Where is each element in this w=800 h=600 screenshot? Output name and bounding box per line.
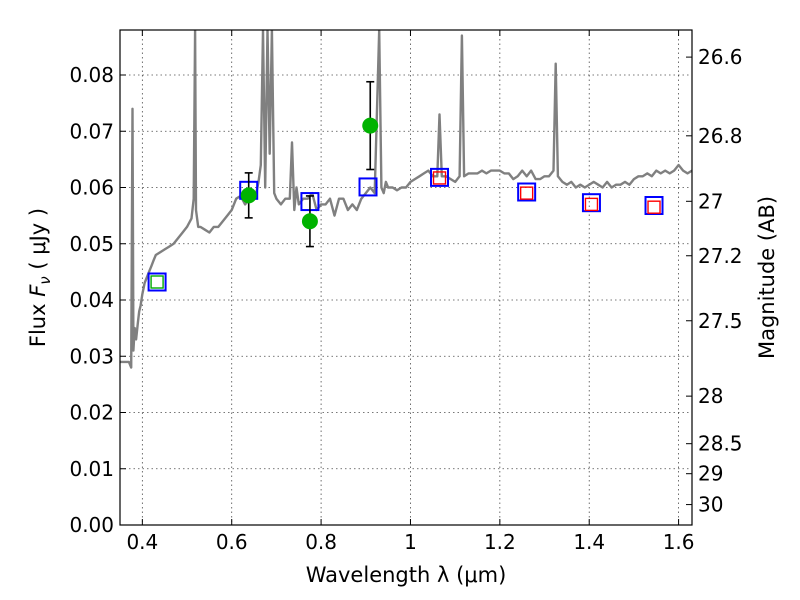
plot-frame	[119, 29, 693, 526]
y-tick-label: 0.04	[69, 288, 114, 312]
x-axis-label: Wavelength λ (μm)	[306, 563, 507, 587]
x-tick-label: 0.4	[126, 530, 158, 554]
x-tick-label: 1.4	[573, 530, 605, 554]
y-tick-label: 0.07	[69, 119, 114, 143]
y-tick-label: 0.00	[69, 513, 114, 537]
photometry-square-marker	[147, 272, 167, 292]
photometry-square-marker	[584, 197, 599, 212]
x-tick-label: 1.6	[663, 530, 695, 554]
y-tick-label: 0.06	[69, 176, 114, 200]
observed-point	[301, 213, 318, 230]
y-tick-label: 0.01	[69, 457, 114, 481]
right-tick-label: 28	[698, 384, 723, 408]
spectrum-line	[120, 30, 692, 369]
photometry-square-marker	[581, 193, 601, 213]
y-axis-label-right: Magnitude (AB)	[755, 196, 779, 359]
photometry-square-marker	[430, 167, 450, 187]
x-tick-label: 1	[404, 530, 417, 554]
right-tick-label: 27.5	[698, 309, 743, 333]
photometry-square-marker	[150, 275, 164, 289]
y-tick-label: 0.08	[69, 63, 114, 87]
photometry-square-marker	[432, 171, 447, 185]
right-tick-label: 26.8	[698, 124, 743, 148]
y-axis-label-left: Flux Fν ( μJy )	[26, 208, 54, 347]
right-tick-label: 27.2	[698, 244, 743, 268]
photometry-square-marker	[358, 177, 378, 197]
x-tick-label: 0.6	[216, 530, 248, 554]
photometry-square-marker	[647, 200, 661, 214]
photometry-square-marker	[517, 182, 537, 202]
photometry-square-marker	[644, 196, 664, 215]
plot-area	[120, 30, 692, 369]
right-tick-label: 28.5	[698, 432, 743, 456]
right-tick-label: 30	[698, 493, 723, 517]
y-tick-label: 0.02	[69, 401, 114, 425]
x-tick-label: 1.2	[484, 530, 516, 554]
grid	[120, 30, 692, 526]
observed-point	[362, 117, 379, 134]
right-tick-label: 27	[698, 189, 723, 213]
photometry-square-marker	[519, 186, 534, 200]
x-tick-label: 0.8	[305, 530, 337, 554]
right-tick-label: 26.6	[698, 45, 743, 69]
y-tick-label: 0.03	[69, 344, 114, 368]
right-tick-label: 29	[698, 462, 723, 486]
axes: 0.4 0.6 0.8 1 1.2 1.4 1.6 0.00 0.01 0.02 0.03 0.04 0…	[69, 30, 743, 554]
y-tick-label: 0.05	[69, 232, 114, 256]
observed-point	[240, 187, 257, 204]
